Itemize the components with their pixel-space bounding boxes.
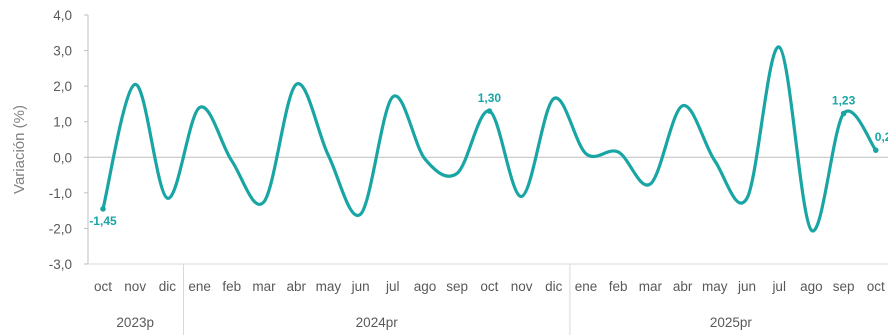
y-axis-title: Variación (%) xyxy=(11,105,28,194)
x-tick-label: feb xyxy=(609,279,628,294)
x-tick-label: oct xyxy=(94,279,112,294)
data-point xyxy=(617,150,620,153)
data-point xyxy=(198,106,201,109)
x-tick-label: jun xyxy=(351,279,370,294)
data-point xyxy=(230,159,233,162)
data-point xyxy=(520,195,523,198)
y-tick-label: -3,0 xyxy=(49,257,72,272)
x-tick-label: mar xyxy=(252,279,276,294)
data-point xyxy=(681,104,684,107)
data-point xyxy=(713,159,716,162)
data-label: 1,30 xyxy=(478,91,502,105)
data-point xyxy=(456,172,459,175)
x-tick-label: sep xyxy=(446,279,468,294)
x-tick-label: oct xyxy=(867,279,885,294)
data-point xyxy=(166,197,169,200)
data-label-marker xyxy=(840,110,847,117)
data-point xyxy=(585,152,588,155)
y-tick-label: 3,0 xyxy=(53,44,72,59)
data-label-marker xyxy=(873,147,879,153)
x-tick-label: mar xyxy=(639,279,663,294)
data-label: -1,45 xyxy=(89,214,117,228)
y-tick-label: -2,0 xyxy=(49,221,72,236)
data-point xyxy=(649,182,652,185)
x-tick-label: jul xyxy=(771,279,786,294)
data-label-marker xyxy=(486,108,493,114)
year-group-label: 2024pr xyxy=(356,315,399,330)
data-point xyxy=(295,83,298,86)
data-point xyxy=(778,46,781,49)
y-tick-label: 4,0 xyxy=(53,8,72,23)
data-label-marker xyxy=(100,206,106,212)
data-point xyxy=(327,154,330,157)
y-tick-label: 1,0 xyxy=(53,115,72,130)
year-group-label: 2025pr xyxy=(710,315,753,330)
data-point xyxy=(746,197,749,200)
y-tick-label: 2,0 xyxy=(53,79,72,94)
x-tick-label: ene xyxy=(575,279,598,294)
data-point xyxy=(359,213,362,216)
y-tick-label: 0,0 xyxy=(53,150,72,165)
data-point xyxy=(552,97,555,100)
x-tick-label: ago xyxy=(800,279,823,294)
data-label: 1,23 xyxy=(832,94,856,108)
x-tick-label: sep xyxy=(833,279,855,294)
x-tick-label: abr xyxy=(673,279,693,294)
x-tick-label: jun xyxy=(737,279,756,294)
x-tick-label: ago xyxy=(414,279,437,294)
data-point xyxy=(391,95,394,98)
x-tick-label: may xyxy=(702,279,728,294)
year-group-label: 2023p xyxy=(116,315,154,330)
x-tick-label: jul xyxy=(385,279,400,294)
data-point xyxy=(134,83,137,86)
x-tick-label: oct xyxy=(480,279,498,294)
x-tick-label: feb xyxy=(222,279,241,294)
x-tick-label: dic xyxy=(545,279,563,294)
x-tick-label: dic xyxy=(159,279,177,294)
x-tick-label: may xyxy=(316,279,342,294)
x-tick-label: abr xyxy=(286,279,306,294)
x-tick-label: nov xyxy=(124,279,146,294)
data-point xyxy=(263,200,266,203)
x-tick-label: ene xyxy=(188,279,211,294)
x-tick-label: nov xyxy=(511,279,533,294)
y-tick-label: -1,0 xyxy=(49,186,72,201)
data-label: 0,2 xyxy=(875,130,888,144)
data-point xyxy=(424,158,427,161)
series-line xyxy=(101,45,878,233)
data-point xyxy=(810,229,813,232)
